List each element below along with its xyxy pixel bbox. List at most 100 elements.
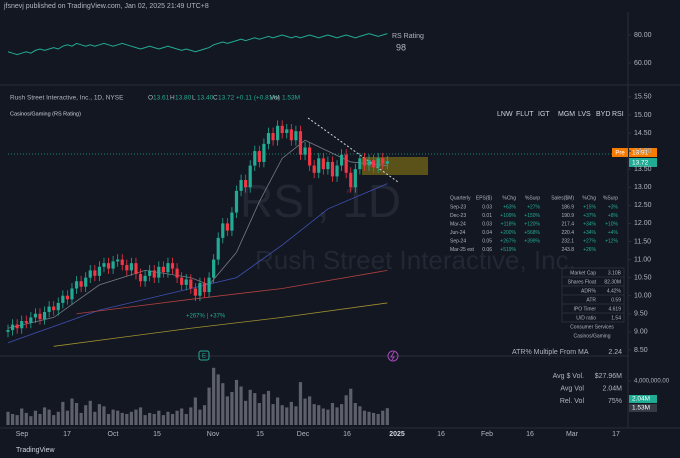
moving-average [53,302,388,347]
ohlc-legend: L [192,95,196,102]
candle-body [372,160,376,168]
trendline [307,117,399,183]
stats-value: 4.42% [607,288,622,294]
table-cell: 220.4 [561,230,574,236]
candle-body [289,129,293,141]
volume-stat-value: 75% [608,398,622,405]
moving-average [7,183,388,344]
y-tick-label: 9.00 [634,329,648,336]
candle-body [88,270,92,278]
candle-body [266,133,271,144]
volume-bar [221,383,225,425]
table-cell: Dec-23 [450,213,466,219]
stats-label: IPO Timer [573,306,596,312]
candle-body [298,131,303,155]
volume-bar [326,409,330,425]
volume-bar [20,408,24,425]
table-cell: Sep-24 [450,238,466,244]
table-cell: Mar-25 est [450,247,475,253]
candle-body [157,266,161,278]
ohlc-legend: +0.11 (+0.81%) [236,95,280,102]
volume-bar [65,410,70,425]
candle-body [138,274,143,282]
volume-bar [56,411,60,425]
table-cell: +12% [605,238,618,244]
candle-body [29,317,33,323]
volume-bar [271,404,275,425]
candle-body [97,266,101,276]
candle-body [47,306,51,312]
volume-bar [10,414,15,425]
y-tick-label: 10.50 [634,274,652,281]
candle-body [257,151,261,162]
table-cell: 0.05 [482,238,492,244]
volume-bar [70,398,74,425]
candle-body [344,154,348,173]
last-price-badge [629,158,657,167]
x-tick-label: Mar [566,431,579,438]
table-cell: +27% [583,238,596,244]
volume-bar [125,414,129,425]
earnings-icon[interactable] [198,350,210,361]
x-tick-label: Sep [16,431,29,438]
x-tick-label: 15 [153,431,161,438]
table-cell: Jun-24 [450,230,466,236]
ohlc-legend: O [148,95,153,102]
premarket-zone [362,157,428,175]
rs-line [7,33,388,56]
dividend-bolt [390,351,395,361]
earnings-marker: E [202,354,206,360]
volume-bar [24,412,28,425]
candle-body [38,313,42,320]
x-tick-label: Dec [297,431,310,438]
table-cell: +37% [583,213,596,219]
volume-bar [102,406,106,425]
candle-body [134,263,138,275]
candle-body [212,259,216,278]
volume-bar [216,374,220,425]
candle-body [111,261,115,269]
volume-bar [170,414,175,425]
candle-body [358,158,362,170]
volume-bar [61,401,65,425]
table-cell: +120% [524,221,540,227]
atr-value: 2.24 [608,349,622,356]
dividend-icon[interactable] [387,350,399,362]
volume-bar [376,414,380,425]
volume-bar [33,410,38,425]
table-header: Sales($M) [551,195,574,201]
candle-body [10,324,15,331]
y-tick-label: 10.00 [634,293,652,300]
candle-body [362,158,367,166]
volume-bar [372,412,376,425]
pre-value: 13.91 [632,150,649,157]
table-cell: +109% [500,213,516,219]
candle-body [225,223,229,231]
volume-bar [42,407,47,425]
volume-bar [358,406,362,425]
volume-bar [157,410,161,425]
x-tick-label: Oct [108,431,119,438]
table-header: EPS($) [476,195,492,201]
candle-body [129,263,133,271]
table-cell: +63% [503,204,516,210]
table-cell: 0.03 [482,204,492,210]
x-tick-label: 16 [437,431,445,438]
volume-bar [285,407,289,425]
candle-body [367,160,371,166]
candle-body [180,277,184,285]
candle-body [353,169,357,188]
x-tick-label: Feb [481,431,493,438]
candle-body [312,165,316,173]
volume-bar [362,410,367,425]
volume-bar [257,403,261,425]
peer-ticker: LNW [497,111,513,118]
volume-bar [15,415,19,425]
avg-volume-badge [629,395,657,403]
stats-value: 4.619 [608,306,621,312]
volume-bar [193,397,197,425]
volume-bar [230,392,234,425]
volume-bar [143,415,147,425]
